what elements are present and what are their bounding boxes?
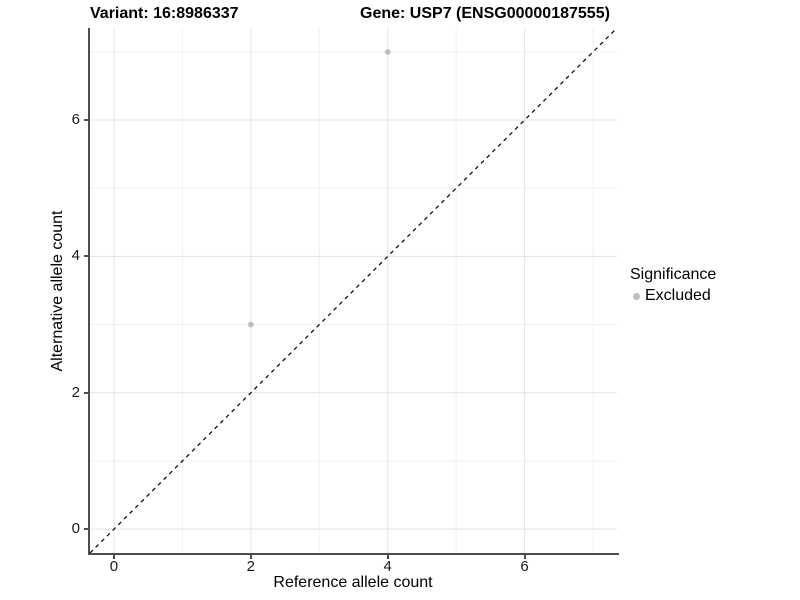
y-tick-mark	[84, 119, 88, 122]
gene-title: Gene: USP7 (ENSG00000187555)	[360, 5, 610, 22]
y-tick-mark	[84, 255, 88, 258]
y-tick-label: 0	[71, 520, 80, 538]
y-tick-label: 2	[71, 383, 80, 401]
x-tick-label: 6	[520, 558, 529, 575]
x-tick-mark	[249, 555, 252, 559]
x-tick-label: 0	[109, 558, 119, 575]
y-tick-mark	[84, 528, 88, 531]
circle-icon	[633, 292, 640, 300]
x-tick-mark	[112, 555, 115, 559]
x-tick-mark	[523, 555, 526, 559]
x-tick-label: 4	[383, 558, 392, 575]
x-tick-label: 2	[246, 558, 255, 575]
plot-panel	[90, 28, 617, 553]
y-axis-line	[88, 28, 90, 555]
x-axis-title: Reference allele count	[273, 574, 433, 591]
data-point	[248, 321, 254, 328]
variant-title: Variant: 16:8986337	[90, 5, 239, 22]
y-axis-title: Alternative allele count	[49, 210, 66, 372]
y-tick-label: 6	[71, 111, 80, 129]
x-axis-line	[88, 553, 619, 555]
identity-reference-line	[90, 28, 617, 553]
x-tick-mark	[386, 555, 389, 559]
plot-area-svg	[90, 28, 617, 553]
legend-item-excluded: Excluded	[633, 287, 716, 305]
legend-item-label: Excluded	[645, 287, 711, 304]
significance-legend: Significance Excluded	[630, 266, 716, 305]
y-tick-mark	[84, 391, 88, 394]
legend-title: Significance	[630, 266, 717, 283]
data-point	[384, 49, 391, 55]
y-tick-label: 4	[71, 247, 80, 265]
